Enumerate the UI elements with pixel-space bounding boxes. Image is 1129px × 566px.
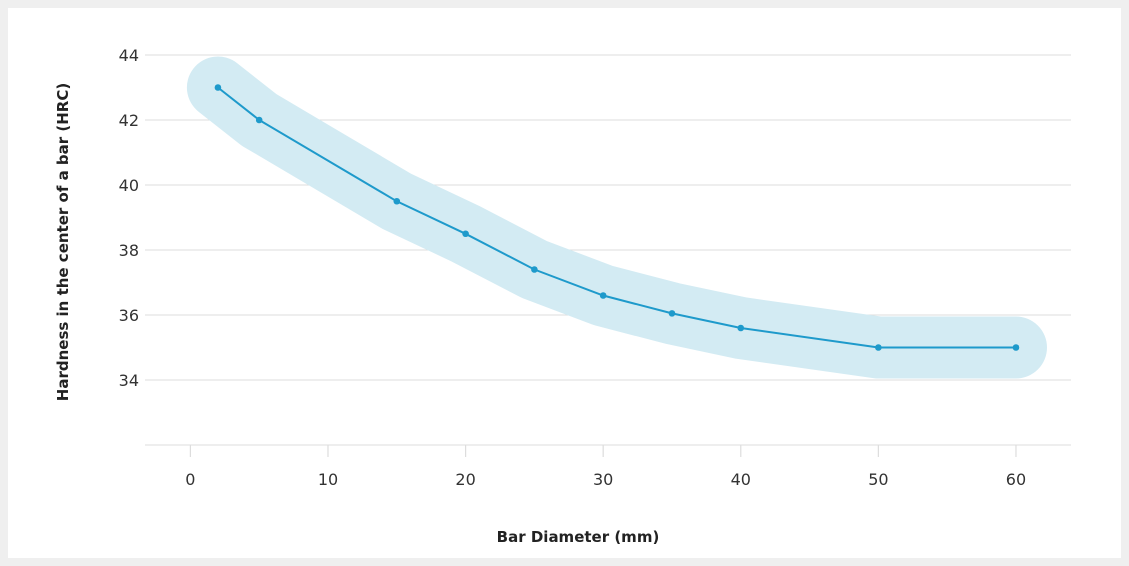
tick-labels: 34 36 38 40 42 44 0 10 20 30 40 50 60 <box>119 46 1027 489</box>
y-tick-label: 34 <box>119 371 139 390</box>
data-point <box>393 197 401 205</box>
series-line <box>217 86 1016 349</box>
data-point <box>214 84 222 91</box>
data-point <box>531 266 538 273</box>
x-tick-label: 20 <box>455 470 475 489</box>
x-tick-label: 10 <box>318 470 338 489</box>
x-tick-label: 30 <box>593 470 613 489</box>
data-point <box>668 310 676 317</box>
band-path <box>186 56 1047 379</box>
data-point <box>462 230 469 238</box>
data-series <box>214 84 1020 351</box>
y-tick-label: 36 <box>119 306 139 325</box>
y-tick-label: 44 <box>119 46 139 65</box>
confidence-band <box>186 56 1047 379</box>
x-axis <box>145 444 1071 457</box>
y-axis-title: Hardness in the center of a bar (HRC) <box>54 83 72 401</box>
x-tick-label: 60 <box>1006 470 1026 489</box>
chart-container: 34 36 38 40 42 44 0 10 20 30 40 50 60 Bar Diameter (… <box>8 8 1121 558</box>
y-tick-label: 38 <box>119 241 139 260</box>
x-tick-label: 40 <box>731 470 751 489</box>
data-point <box>875 344 882 351</box>
x-axis-title: Bar Diameter (mm) <box>497 528 660 546</box>
x-tick-label: 0 <box>185 470 195 489</box>
data-point <box>737 324 745 332</box>
y-tick-label: 42 <box>119 111 139 130</box>
data-point <box>255 116 263 124</box>
data-point <box>1012 344 1020 351</box>
data-point <box>599 292 607 299</box>
x-tick-label: 50 <box>868 470 888 489</box>
line-chart: 34 36 38 40 42 44 0 10 20 30 40 50 60 Bar Diameter (… <box>54 46 1071 546</box>
y-tick-label: 40 <box>119 176 139 195</box>
